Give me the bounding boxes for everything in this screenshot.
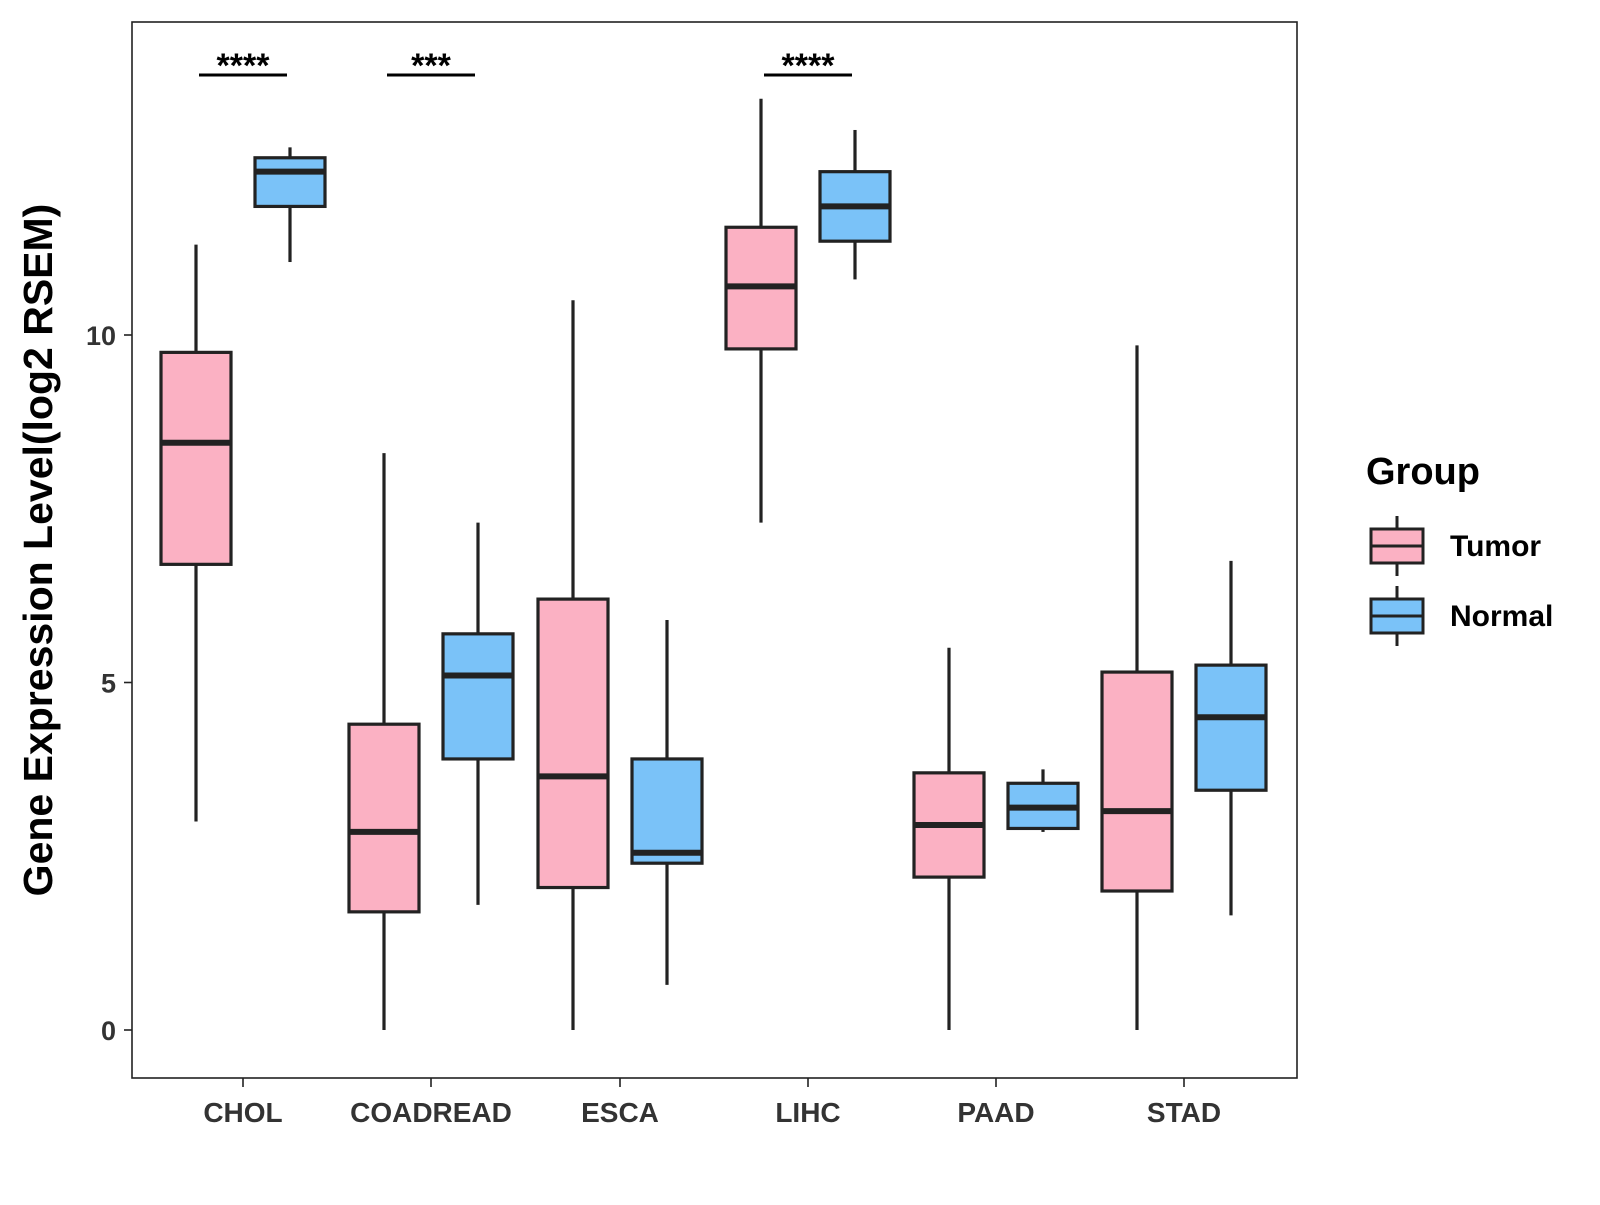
legend-entry-normal: Normal [1369,586,1553,646]
box-iqr [347,722,421,914]
box-normal-stad [1194,560,1268,916]
significance-lihc: **** [764,47,852,85]
box-normal-esca [630,619,704,985]
box-normal-coadread [441,522,515,905]
box-normal-paad [1006,769,1080,832]
y-axis-title: Gene Expression Level(log2 RSEM) [15,204,61,897]
significance-label: *** [411,47,451,85]
box-iqr [630,757,704,865]
x-tick-label-esca: ESCA [581,1097,659,1128]
box-tumor-chol [159,244,233,822]
box-iqr [1194,663,1268,792]
axes-layer: 0 5 10 Gene Expression Level(log2 RSEM) CHOL… [15,21,1298,1128]
plot-layer: **** *** **** [159,47,1268,1030]
x-tick-label-chol: CHOL [203,1097,282,1128]
significance-coadread: *** [387,47,475,85]
box-iqr [1100,670,1174,893]
significance-chol: **** [199,47,287,85]
significance-label: **** [217,47,271,85]
plot-panel-border [131,21,1298,1079]
box-tumor-paad [912,647,986,1030]
y-tick-label: 10 [86,321,116,351]
box-normal-lihc [818,129,892,280]
box-iqr [536,597,610,890]
legend-label: Normal [1450,600,1553,633]
y-tick-label: 5 [101,669,116,699]
box-iqr [441,632,515,761]
box-normal-chol [253,147,327,263]
legend-label: Tumor [1450,530,1541,563]
box-iqr [159,350,233,566]
legend-entry-tumor: Tumor [1369,516,1541,576]
box-tumor-coadread [347,453,421,1030]
box-iqr [253,156,327,209]
legend: Group Tumor Normal [1366,451,1553,646]
y-tick-label: 0 [101,1016,116,1046]
box-tumor-lihc [724,98,798,523]
x-tick-label-lihc: LIHC [775,1097,840,1128]
box-tumor-stad [1100,345,1174,1030]
significance-label: **** [782,47,836,85]
x-tick-label-stad: STAD [1147,1097,1221,1128]
box-tumor-esca [536,300,610,1030]
legend-title: Group [1366,451,1480,493]
x-tick-label-coadread: COADREAD [350,1097,512,1128]
x-tick-label-paad: PAAD [957,1097,1034,1128]
